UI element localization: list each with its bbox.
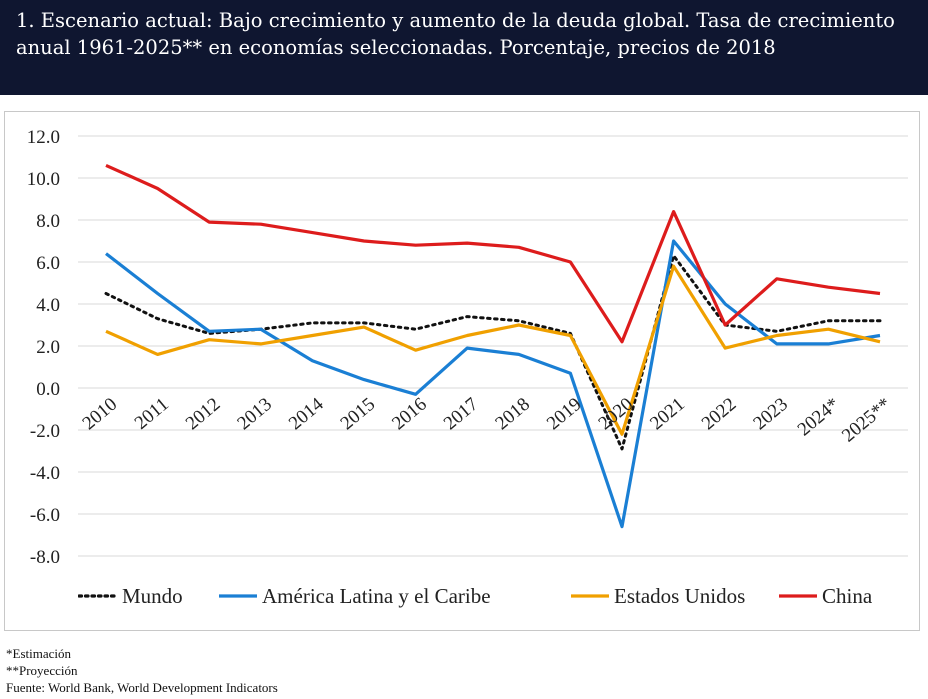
x-tick-label: 2025**	[838, 394, 895, 447]
y-tick-label: -6.0	[30, 505, 60, 526]
x-tick-label: 2024*	[794, 394, 844, 441]
legend-swatch	[571, 594, 609, 598]
x-tick-label: 2010	[79, 394, 122, 435]
legend-label: China	[822, 583, 873, 608]
legend-swatch	[779, 594, 817, 598]
x-axis-ticks: 2010 2011 2012 2013 2014 2015 2016 2017 2018 2019…	[79, 393, 896, 446]
legend-label: Mundo	[122, 583, 183, 608]
y-tick-label: -2.0	[30, 421, 60, 442]
x-tick-label: 2011	[131, 394, 173, 434]
series-line-estados-unidos	[105, 264, 881, 436]
series-line-china	[105, 163, 881, 344]
legend-item: Estados Unidos	[570, 584, 745, 608]
x-tick-label: 2013	[233, 394, 276, 435]
y-tick-label: 2.0	[36, 337, 60, 358]
legend-item: China	[778, 584, 872, 608]
y-tick-label: 12.0	[27, 127, 60, 148]
y-tick-label: -8.0	[30, 547, 60, 568]
chart-title: 1. Escenario actual: Bajo crecimiento y …	[16, 9, 895, 59]
x-tick-label: 2021	[646, 394, 689, 435]
footnote-source: Fuente: World Bank, World Development In…	[6, 680, 278, 695]
series-lines	[104, 163, 882, 529]
x-tick-label: 2022	[698, 394, 741, 435]
x-tick-label: 2014	[285, 393, 328, 434]
chart-header: 1. Escenario actual: Bajo crecimiento y …	[0, 0, 928, 95]
y-tick-label: 6.0	[36, 253, 60, 274]
grid-lines	[78, 135, 908, 557]
y-tick-label: -4.0	[30, 463, 60, 484]
legend-label: América Latina y el Caribe	[262, 583, 491, 608]
legend-swatch	[219, 594, 257, 598]
legend-label: Estados Unidos	[614, 583, 746, 608]
x-tick-label: 2012	[182, 394, 225, 435]
y-tick-label: 0.0	[36, 379, 60, 400]
legend-item: América Latina y el Caribe	[218, 584, 491, 608]
y-tick-label: 10.0	[27, 169, 60, 190]
x-tick-label: 2015	[337, 394, 380, 435]
x-tick-label: 2016	[388, 394, 431, 435]
x-tick-label: 2018	[491, 394, 534, 435]
footnote-estimate: *Estimación	[6, 646, 71, 661]
y-tick-label: 8.0	[36, 211, 60, 232]
y-tick-label: 4.0	[36, 295, 60, 316]
chart-legend: Mundo América Latina y el Caribe Estados U…	[0, 576, 928, 616]
legend-item: Mundo	[78, 584, 183, 608]
series-line-am-rica-latina-y-el-caribe	[105, 239, 881, 529]
footnote-projection: **Proyección	[6, 663, 78, 678]
legend-swatch	[78, 594, 118, 598]
chart-area	[4, 111, 920, 631]
x-tick-label: 2017	[440, 394, 483, 435]
footnotes: *Estimación **Proyección Fuente: World B…	[6, 645, 278, 696]
x-tick-label: 2023	[749, 394, 792, 435]
y-axis-ticks: 12.0 10.0 8.0 6.0 4.0 2.0 0.0 -2.0 -4.0 -6.0 -8.0	[27, 127, 60, 568]
